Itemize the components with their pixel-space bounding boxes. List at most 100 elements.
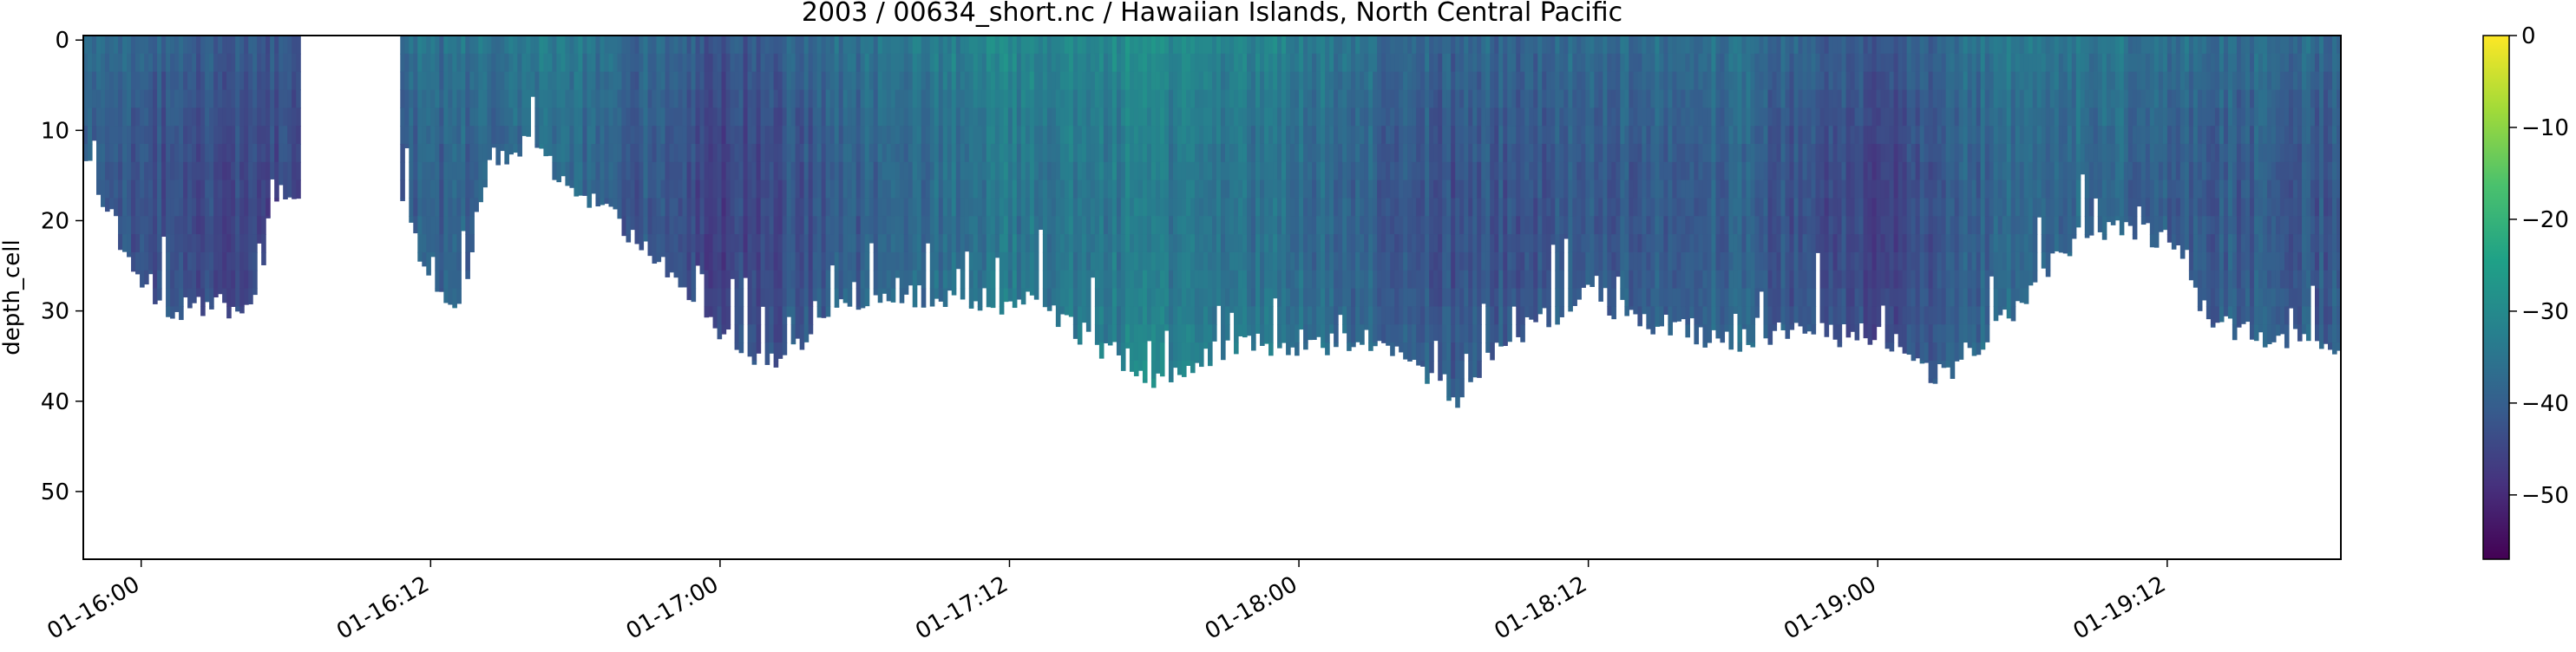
heatmap-cell xyxy=(1546,126,1551,145)
heatmap-cell xyxy=(838,143,844,163)
heatmap-cell xyxy=(1155,234,1161,253)
heatmap-cell xyxy=(786,234,792,253)
heatmap-cell xyxy=(1238,108,1243,127)
heatmap-cell xyxy=(899,161,905,181)
heatmap-cell xyxy=(296,179,301,199)
heatmap-cell xyxy=(1425,53,1430,73)
heatmap-cell xyxy=(1142,270,1148,290)
heatmap-cell xyxy=(1381,108,1386,127)
heatmap-cell xyxy=(552,126,558,145)
heatmap-cell xyxy=(1025,234,1031,253)
heatmap-cell xyxy=(500,71,505,91)
heatmap-cell xyxy=(218,126,223,145)
heatmap-cell xyxy=(422,36,427,55)
heatmap-cell xyxy=(582,161,588,181)
heatmap-cell xyxy=(704,36,710,55)
heatmap-cell xyxy=(1150,378,1157,388)
heatmap-cell xyxy=(673,108,679,127)
heatmap-cell xyxy=(838,126,844,145)
heatmap-column xyxy=(192,36,197,303)
heatmap-column xyxy=(1286,36,1291,355)
heatmap-cell xyxy=(1177,53,1183,73)
heatmap-cell xyxy=(1137,143,1144,163)
heatmap-cell xyxy=(534,143,540,148)
heatmap-cell xyxy=(760,198,766,217)
heatmap-cell xyxy=(1137,89,1144,108)
heatmap-cell xyxy=(1381,198,1386,217)
heatmap-cell xyxy=(1020,179,1026,199)
heatmap-cell xyxy=(825,251,831,271)
heatmap-cell xyxy=(187,53,193,73)
heatmap-cell xyxy=(1103,71,1109,91)
heatmap-cell xyxy=(109,53,115,73)
heatmap-cell xyxy=(916,89,922,108)
heatmap-cell xyxy=(417,89,423,108)
heatmap-cell xyxy=(88,126,93,145)
heatmap-cell xyxy=(1181,108,1187,127)
heatmap-cell xyxy=(960,251,966,271)
heatmap-cell xyxy=(209,216,214,235)
heatmap-cell xyxy=(1455,198,1460,217)
heatmap-cell xyxy=(161,53,167,73)
heatmap-cell xyxy=(829,89,836,108)
heatmap-cell xyxy=(140,89,145,108)
heatmap-cell xyxy=(986,234,992,253)
heatmap-cell xyxy=(1120,143,1126,163)
heatmap-column xyxy=(790,36,796,345)
heatmap-cell xyxy=(964,143,970,163)
heatmap-cell xyxy=(730,216,736,235)
heatmap-cell xyxy=(786,216,792,235)
heatmap-cell xyxy=(508,108,514,127)
heatmap-cell xyxy=(1033,179,1039,199)
heatmap-cell xyxy=(1464,216,1469,235)
heatmap-cell xyxy=(895,161,901,181)
heatmap-cell xyxy=(491,143,496,148)
heatmap-cell xyxy=(1137,270,1144,290)
heatmap-cell xyxy=(170,288,175,308)
heatmap-cell xyxy=(942,36,948,55)
heatmap-column xyxy=(292,36,297,199)
heatmap-cell xyxy=(1446,270,1452,290)
heatmap-cell xyxy=(157,143,162,163)
heatmap-cell xyxy=(565,53,571,73)
heatmap-cell xyxy=(1194,324,1200,343)
heatmap-cell xyxy=(630,216,636,231)
heatmap-cell xyxy=(821,161,827,181)
heatmap-cell xyxy=(200,251,206,271)
heatmap-cell xyxy=(1111,143,1118,163)
heatmap-cell xyxy=(1155,360,1161,374)
heatmap-cell xyxy=(1425,270,1430,290)
heatmap-column xyxy=(83,36,88,161)
heatmap-cell xyxy=(1190,198,1196,217)
heatmap-cell xyxy=(1094,234,1100,253)
heatmap-cell xyxy=(1007,234,1013,253)
heatmap-cell xyxy=(231,126,236,145)
heatmap-cell xyxy=(1277,251,1282,271)
heatmap-cell xyxy=(1033,108,1039,127)
heatmap-cell xyxy=(1129,71,1135,91)
heatmap-cell xyxy=(422,89,427,108)
heatmap-cell xyxy=(890,71,896,91)
heatmap-cell xyxy=(1446,53,1452,73)
heatmap-cell xyxy=(795,270,801,290)
heatmap-column xyxy=(222,36,227,303)
heatmap-cell xyxy=(283,179,288,199)
heatmap-cell xyxy=(1155,288,1161,308)
heatmap-cell xyxy=(712,216,718,235)
heatmap-cell xyxy=(96,108,102,127)
heatmap-cell xyxy=(1177,251,1183,271)
heatmap-cell xyxy=(174,306,180,312)
heatmap-cell xyxy=(1137,342,1144,362)
heatmap-cell xyxy=(1216,270,1222,290)
heatmap-cell xyxy=(534,36,540,55)
heatmap-cell xyxy=(882,161,888,181)
heatmap-cell xyxy=(1416,251,1421,271)
heatmap-cell xyxy=(1403,306,1408,325)
heatmap-cell xyxy=(1303,288,1308,308)
heatmap-cell xyxy=(951,234,957,253)
heatmap-cell xyxy=(1077,342,1083,345)
heatmap-cell xyxy=(708,161,714,181)
heatmap-cell xyxy=(960,216,966,235)
heatmap-cell xyxy=(721,288,727,308)
heatmap-cell xyxy=(148,108,154,127)
